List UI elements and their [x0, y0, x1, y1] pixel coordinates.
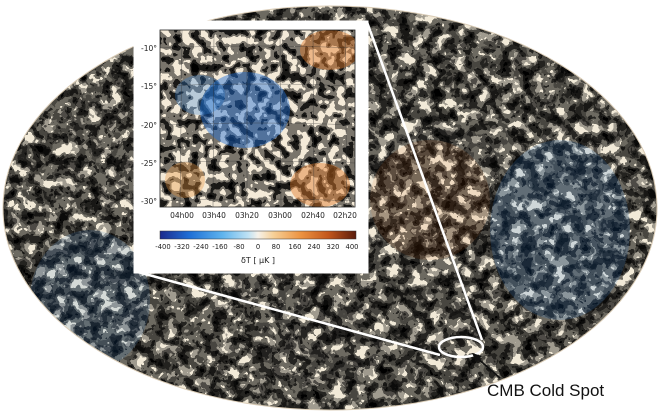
colorbar-tick-label: 80: [272, 243, 281, 251]
colorbar-ticks: -400 -320 -240 -160 -80 0 80 160 240 320…: [155, 243, 358, 251]
zoom-connector-lines: [137, 21, 484, 357]
colorbar-tick-label: -240: [193, 243, 208, 251]
inset-map: [160, 30, 355, 207]
x-tick-label: 03h20: [235, 211, 259, 220]
colorbar-tick-label: 400: [346, 243, 359, 251]
x-tick-label: 02h40: [301, 211, 325, 220]
cold-spot-marker: [437, 335, 485, 359]
inset-x-axis: 04h00 03h40 03h20 03h00 02h40 02h20: [170, 211, 357, 220]
colorbar-tick-label: 320: [327, 243, 340, 251]
colorbar-tick-label: 0: [256, 243, 260, 251]
sky-map-border: [2, 5, 658, 411]
callout-label: CMB Cold Spot: [487, 381, 604, 400]
callout-arrow: [472, 353, 501, 379]
y-tick-label: -10°: [141, 44, 157, 53]
inset-panel: -10° -15° -20° -25° -30° 04h00 03h40 03h…: [133, 20, 369, 274]
y-tick-label: -25°: [141, 159, 157, 168]
colorbar-tick-label: -320: [174, 243, 189, 251]
y-tick-label: -15°: [141, 82, 157, 91]
colorbar-tick-label: -80: [233, 243, 244, 251]
y-tick-label: -20°: [141, 121, 157, 130]
colorbar-tick-label: 160: [289, 243, 302, 251]
colorbar-tick-label: 240: [308, 243, 321, 251]
x-tick-label: 03h40: [202, 211, 226, 220]
colorbar-tick-label: -400: [155, 243, 170, 251]
x-tick-label: 02h20: [333, 211, 357, 220]
inset-y-axis: -10° -15° -20° -25° -30°: [141, 44, 157, 206]
x-tick-label: 03h00: [268, 211, 292, 220]
inset-frame: [159, 29, 356, 208]
y-tick-label: -30°: [141, 197, 157, 206]
x-tick-label: 04h00: [170, 211, 194, 220]
colorbar-tick-label: -160: [212, 243, 227, 251]
colorbar-label: δT [ μK ]: [241, 256, 275, 265]
colorbar: [159, 230, 357, 240]
